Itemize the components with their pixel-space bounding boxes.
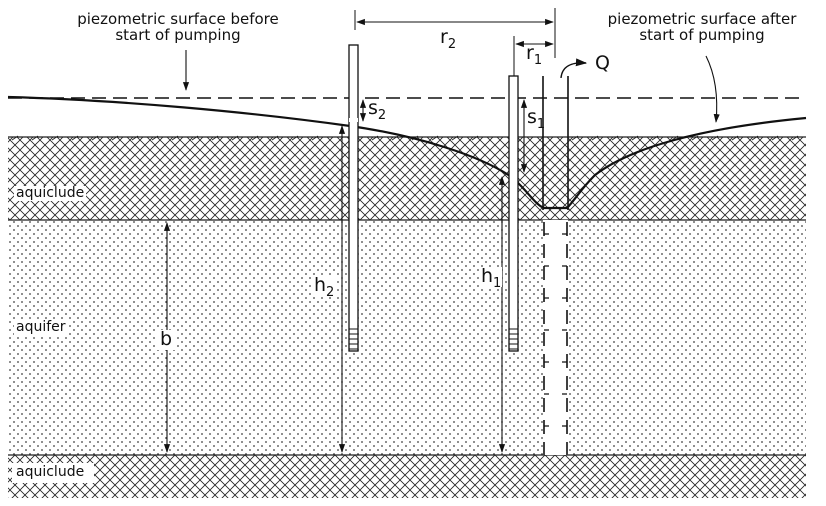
symbol-r1: r1 <box>526 42 543 68</box>
label-piezometric-after: piezometric surface after start of pumpi… <box>587 10 817 44</box>
symbol-b: b <box>157 329 176 350</box>
label-aquiclude-top: aquiclude <box>14 185 87 201</box>
label-aquifer: aquifer <box>14 319 68 335</box>
label-before-line2: start of pumping <box>115 25 241 44</box>
observation-well-2 <box>348 44 359 352</box>
lower-aquiclude-layer <box>8 455 806 498</box>
observation-well-1 <box>508 75 519 352</box>
symbol-Q: Q <box>595 52 610 74</box>
symbol-s2: s2 <box>368 97 387 123</box>
symbol-h1: h1 <box>480 265 503 291</box>
label-after-line2: start of pumping <box>639 25 765 44</box>
label-aquiclude-bottom: aquiclude <box>16 464 85 480</box>
discharge-arrow <box>560 58 588 79</box>
label-before-line1: piezometric surface before <box>77 10 279 28</box>
upper-aquiclude-layer <box>8 135 806 220</box>
dimension-r2 <box>354 8 556 58</box>
label-piezometric-before: piezometric surface before start of pump… <box>28 10 328 44</box>
after-label-leader <box>705 55 720 123</box>
label-after-line1: piezometric surface after <box>607 10 797 28</box>
pumping-well <box>542 76 569 455</box>
aquifer-layer <box>8 219 806 456</box>
symbol-h2: h2 <box>313 274 336 300</box>
dimension-r1 <box>513 36 554 76</box>
symbol-s1: s1 <box>527 106 546 132</box>
symbol-r2: r2 <box>440 26 457 52</box>
